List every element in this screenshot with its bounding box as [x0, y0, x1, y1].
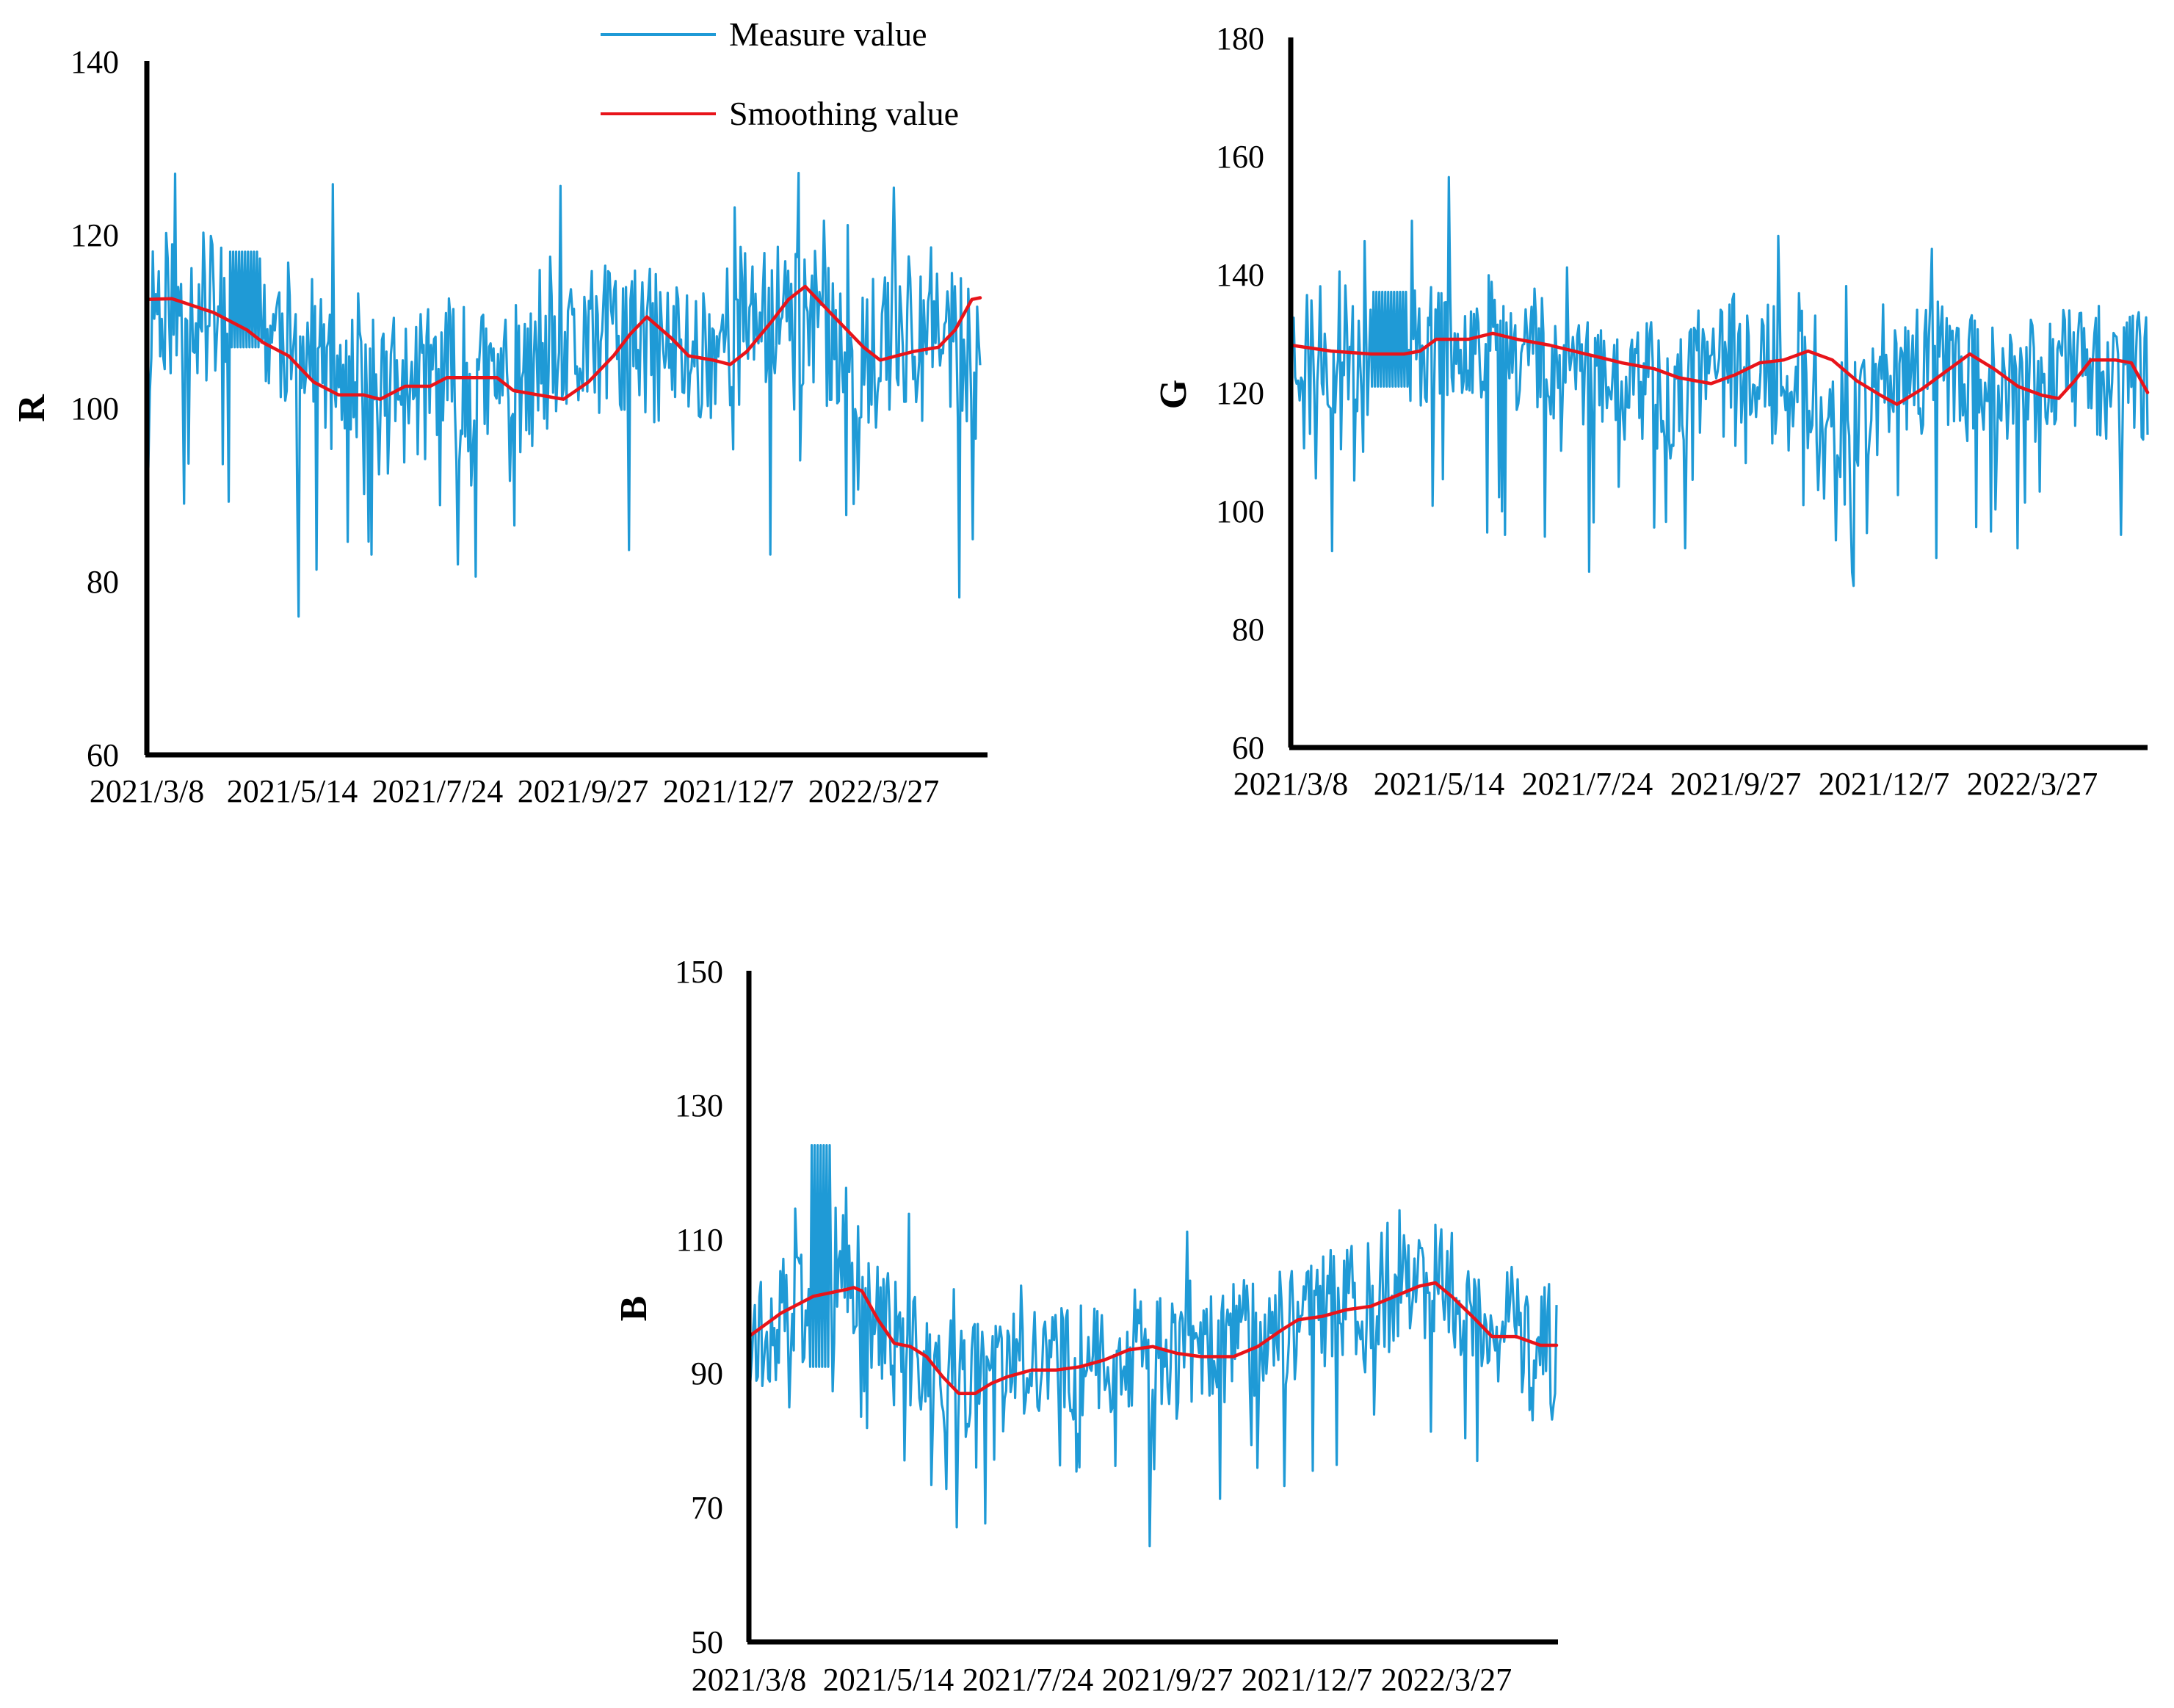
- x-tick-label: 2022/3/27: [808, 773, 939, 809]
- legend-label-smoothing: Smoothing value: [729, 95, 959, 132]
- y-tick-labels-g: 60 80 100 120 140 160 180: [1216, 21, 1264, 766]
- series-layer-g: [1289, 175, 2150, 587]
- x-tick-label: 2021/12/7: [663, 773, 794, 809]
- y-tick-label: 70: [691, 1490, 723, 1526]
- legend-label-measure: Measure value: [729, 15, 927, 53]
- x-tick-label: 2021/5/14: [1374, 766, 1504, 802]
- x-tick-label: 2021/12/7: [1819, 766, 1949, 802]
- series-line-smoothing-b: [747, 1281, 1559, 1396]
- y-tick-label: 120: [1216, 375, 1264, 411]
- y-axis-label-g: G: [1153, 380, 1195, 409]
- y-tick-label: 130: [675, 1088, 723, 1123]
- y-tick-label: 60: [87, 737, 119, 773]
- series-line-measure-g: [1289, 175, 2149, 587]
- y-tick-labels-b: 50 70 90 110 130 150: [675, 954, 723, 1660]
- x-tick-labels-r: 2021/3/8 2021/5/14 2021/7/24 2021/9/27 2…: [90, 773, 939, 809]
- series-line-measure-b: [747, 1144, 1558, 1548]
- x-tick-labels-g: 2021/3/8 2021/5/14 2021/7/24 2021/9/27 2…: [1233, 766, 2098, 802]
- panel-g: G 60 80 100 120 140 160 180 2021/3/8 202…: [1153, 21, 2150, 802]
- y-tick-label: 120: [70, 217, 119, 253]
- x-tick-label: 2021/12/7: [1242, 1662, 1372, 1698]
- panel-r: R 60 80 100 120 140 2021/3/8 2021/5/14 2…: [11, 44, 988, 809]
- x-tick-label: 2021/5/14: [823, 1662, 954, 1698]
- y-tick-label: 60: [1232, 730, 1264, 766]
- y-tick-label: 150: [675, 954, 723, 990]
- y-tick-label: 160: [1216, 139, 1264, 175]
- x-tick-label: 2021/9/27: [1102, 1662, 1233, 1698]
- x-tick-label: 2021/9/27: [518, 773, 648, 809]
- series-layer-b: [747, 1144, 1559, 1548]
- y-tick-label: 50: [691, 1624, 723, 1660]
- y-tick-label: 80: [87, 564, 119, 600]
- x-tick-label: 2021/7/24: [963, 1662, 1093, 1698]
- x-tick-label: 2021/9/27: [1670, 766, 1801, 802]
- y-tick-labels-r: 60 80 100 120 140: [70, 44, 119, 773]
- y-tick-label: 90: [691, 1356, 723, 1392]
- x-tick-label: 2021/5/14: [227, 773, 358, 809]
- x-tick-label: 2021/3/8: [692, 1662, 806, 1698]
- series-line-smoothing-g: [1289, 331, 2150, 406]
- series-layer-r: [145, 172, 982, 618]
- x-tick-label: 2021/7/24: [372, 773, 503, 809]
- y-tick-label: 80: [1232, 612, 1264, 648]
- panel-b: B 50 70 90 110 130 150 2021/3/8 2021/5/1…: [613, 954, 1559, 1698]
- y-axis-label-r: R: [11, 394, 53, 422]
- y-tick-label: 140: [70, 44, 119, 80]
- x-tick-label: 2021/3/8: [1233, 766, 1348, 802]
- y-tick-label: 180: [1216, 21, 1264, 57]
- x-tick-label: 2022/3/27: [1967, 766, 2098, 802]
- series-line-smoothing-r: [145, 284, 982, 401]
- legend: Measure value Smoothing value: [601, 15, 959, 132]
- series-line-measure-r: [145, 172, 982, 618]
- x-tick-label: 2021/3/8: [90, 773, 204, 809]
- y-tick-label: 140: [1216, 257, 1264, 293]
- y-tick-label: 100: [70, 391, 119, 427]
- y-axis-label-b: B: [613, 1296, 655, 1322]
- x-tick-label: 2021/7/24: [1522, 766, 1653, 802]
- y-tick-label: 110: [676, 1222, 723, 1258]
- x-tick-labels-b: 2021/3/8 2021/5/14 2021/7/24 2021/9/27 2…: [692, 1662, 1512, 1698]
- x-tick-label: 2022/3/27: [1381, 1662, 1512, 1698]
- y-tick-label: 100: [1216, 493, 1264, 529]
